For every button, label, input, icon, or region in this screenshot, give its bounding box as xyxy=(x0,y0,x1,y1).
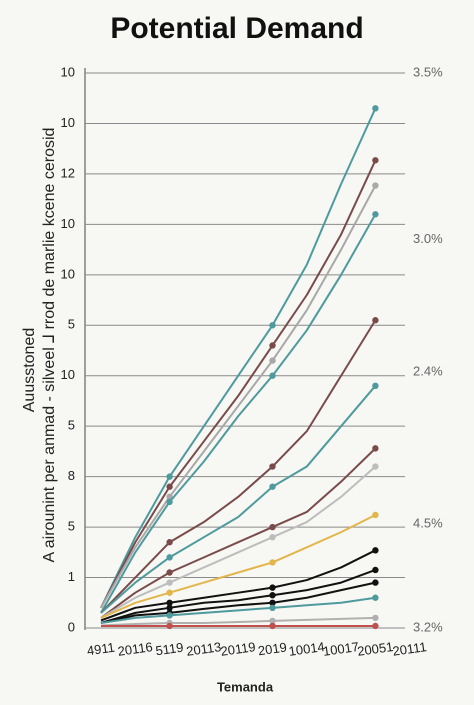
series-line xyxy=(100,569,376,624)
y-tick-label: 8 xyxy=(68,468,75,483)
y2-tick-label: 4.5% xyxy=(413,516,443,531)
data-point xyxy=(372,511,379,519)
data-point xyxy=(269,599,276,606)
data-point xyxy=(166,498,173,506)
y2-tick-label: 2.4% xyxy=(413,364,443,379)
data-point xyxy=(269,483,276,490)
y2-tick-label: 3.0% xyxy=(413,231,443,246)
data-point xyxy=(166,579,173,586)
x-tick-label: 20111 xyxy=(392,639,428,659)
y2-tick-label: 3.5% xyxy=(413,64,443,79)
data-point xyxy=(372,182,379,189)
series-line xyxy=(100,107,377,609)
data-point xyxy=(269,463,276,470)
data-point xyxy=(166,569,173,576)
chart-title: Potential Demand xyxy=(110,12,363,45)
data-point xyxy=(372,157,379,164)
data-point xyxy=(372,211,379,218)
series-line xyxy=(100,581,376,624)
data-point xyxy=(269,622,276,630)
series-line xyxy=(100,447,377,619)
data-point xyxy=(166,604,173,612)
x-tick-label: 20113 xyxy=(185,639,222,659)
series-line xyxy=(100,514,376,619)
series-line xyxy=(100,319,377,614)
data-point xyxy=(372,547,379,554)
series-line xyxy=(100,385,377,614)
data-point xyxy=(166,612,173,619)
data-point xyxy=(269,523,276,531)
x-tick-label: 4911 xyxy=(86,640,116,659)
series-line xyxy=(100,465,377,619)
x-axis-title: Temanda xyxy=(217,679,274,694)
y-tick-label: 5 xyxy=(68,418,75,433)
data-point xyxy=(166,589,173,596)
y-tick-label: 5 xyxy=(68,317,75,332)
series-line xyxy=(100,185,377,609)
data-point xyxy=(372,445,379,452)
data-point xyxy=(166,599,173,606)
y-tick-label: 10 xyxy=(61,367,75,382)
data-point xyxy=(372,622,379,630)
data-point xyxy=(372,382,379,390)
data-point xyxy=(269,372,276,379)
data-point xyxy=(372,594,379,601)
series-line xyxy=(100,596,376,624)
series-line xyxy=(100,616,376,627)
x-tick-label: 2019 xyxy=(257,640,288,659)
data-point xyxy=(269,604,276,612)
x-tick-label: 10014 xyxy=(288,639,326,659)
x-tick-label: 20116 xyxy=(117,639,154,659)
data-point xyxy=(269,584,276,591)
data-point xyxy=(166,493,173,501)
y-tick-label: 10 xyxy=(61,216,75,231)
data-point xyxy=(166,473,173,480)
data-point xyxy=(269,533,276,541)
series-line xyxy=(100,549,376,622)
data-point xyxy=(269,559,276,566)
data-point xyxy=(269,617,276,625)
data-point xyxy=(372,463,379,470)
y-tick-label: 10 xyxy=(61,64,75,79)
y-axis-title: A airounint per anmad - silveel ⅃ rrod d… xyxy=(41,128,58,563)
y-tick-label: 1 xyxy=(68,569,75,584)
data-point xyxy=(372,614,379,622)
data-point xyxy=(269,342,276,349)
data-point xyxy=(372,566,379,574)
data-point xyxy=(372,105,379,112)
y-tick-label: 5 xyxy=(68,519,75,534)
data-point xyxy=(372,579,379,586)
y-axis-title: Auusstoned xyxy=(21,328,38,413)
series-line xyxy=(100,159,377,609)
y2-tick-label: 3.2% xyxy=(413,619,443,634)
x-tick-label: 5119 xyxy=(155,640,185,659)
data-point xyxy=(269,357,276,364)
y-tick-label: 10 xyxy=(61,115,75,130)
data-point xyxy=(269,592,276,599)
data-point xyxy=(269,322,276,329)
y-tick-label: 0 xyxy=(68,619,75,634)
data-point xyxy=(166,539,173,546)
y-tick-label: 10 xyxy=(61,266,75,281)
data-point xyxy=(372,317,379,324)
y-tick-label: 12 xyxy=(61,165,75,180)
x-tick-label: 20119 xyxy=(220,639,257,659)
data-point xyxy=(166,483,173,490)
series-line xyxy=(100,213,377,614)
data-point xyxy=(166,622,173,630)
data-point xyxy=(166,554,173,561)
x-tick-label: 10017 xyxy=(322,639,360,659)
x-tick-label: 20051 xyxy=(356,639,394,659)
